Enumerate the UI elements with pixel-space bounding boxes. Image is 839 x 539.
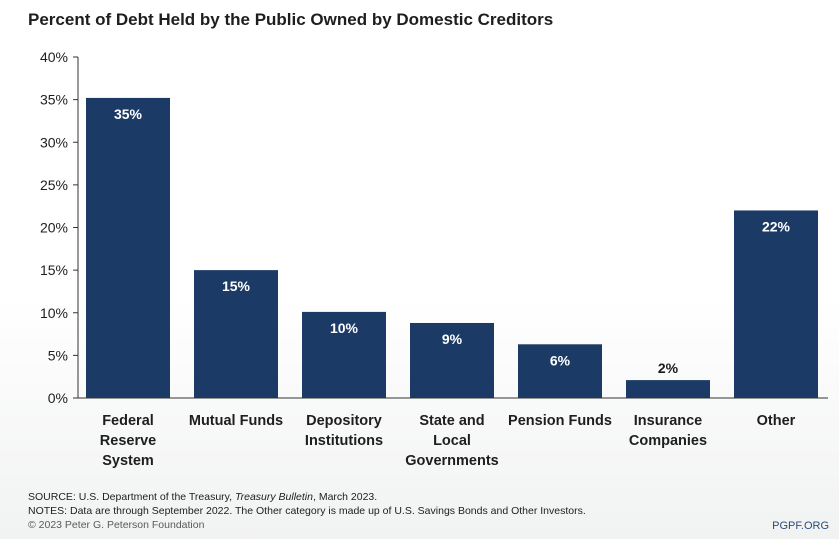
source-publication: Treasury Bulletin [234,491,313,503]
bar-chart: 0% 5% 10% 15% 20% 25% 30% 35% 40% 35% Federal Reser… [40,49,828,469]
x-category-label-line: Depository [306,413,382,429]
y-tick-label: 25% [40,177,68,193]
copyright-text: © 2023 Peter G. Peterson Foundation [28,519,205,531]
source-suffix: , March 2023. [312,491,378,503]
x-category-label: Insurance Companies [629,413,707,449]
bar [734,210,818,398]
x-category-label: Federal Reserve System [100,413,156,469]
x-category-label-line: Companies [629,433,707,449]
notes-text: NOTES: Data are through September 2022. … [28,505,586,517]
x-category-label: Depository Institutions [305,413,383,449]
x-category-label-line: Other [757,413,796,429]
x-category-label-line: Insurance [634,413,703,429]
y-tick-label: 0% [48,390,68,406]
chart-title: Percent of Debt Held by the Public Owned… [28,10,554,29]
bar-data-label: 2% [658,360,679,376]
bar [86,97,170,399]
x-category-label: State and Local Governments [405,413,498,469]
bar [626,380,710,398]
x-category-label-line: Federal [102,413,154,429]
x-category-label: Other [757,413,796,429]
y-tick-label: 40% [40,49,68,65]
y-tick-label: 35% [40,92,68,108]
y-tick-label: 20% [40,220,68,236]
bar [194,270,278,398]
bar-data-label: 6% [550,352,571,368]
x-category-label-line: State and [419,413,484,429]
bar [302,311,386,398]
y-tick-label: 30% [40,134,68,150]
bar [518,344,602,398]
x-category-label: Pension Funds [508,413,612,429]
y-tick-label: 10% [40,305,68,321]
bar-data-label: 35% [114,106,143,122]
x-category-label: Mutual Funds [189,413,283,429]
source-prefix: SOURCE: U.S. Department of the Treasury, [28,491,235,503]
bar-data-label: 15% [222,278,251,294]
bar [410,322,494,398]
x-category-label-line: Pension Funds [508,413,612,429]
site-link[interactable]: PGPF.ORG [772,520,829,532]
y-tick-label: 15% [40,262,68,278]
x-category-label-line: Reserve [100,433,156,449]
bar-data-label: 9% [442,331,463,347]
x-category-label-line: Mutual Funds [189,413,283,429]
source-note: SOURCE: U.S. Department of the Treasury,… [28,490,586,504]
x-category-label-line: System [102,453,154,469]
y-tick-label: 5% [48,347,68,363]
x-category-label-line: Governments [405,453,498,469]
x-category-label-line: Local [433,433,471,449]
x-category-label-line: Institutions [305,433,383,449]
bar-data-label: 10% [330,320,359,336]
bar-data-label: 22% [762,218,791,234]
chart-notes: SOURCE: U.S. Department of the Treasury,… [28,490,586,532]
